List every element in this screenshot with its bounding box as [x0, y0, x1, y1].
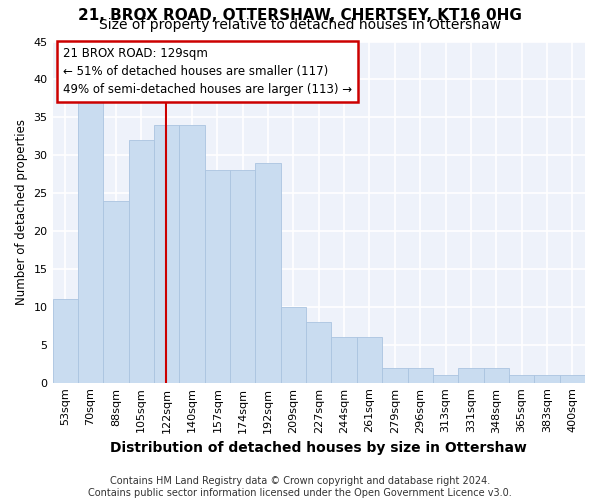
Bar [78, 102, 103, 382]
Bar [560, 375, 585, 382]
Bar [484, 368, 509, 382]
Text: 21, BROX ROAD, OTTERSHAW, CHERTSEY, KT16 0HG: 21, BROX ROAD, OTTERSHAW, CHERTSEY, KT16… [78, 8, 522, 22]
Bar [407, 368, 433, 382]
Bar [128, 140, 154, 382]
Bar [509, 375, 534, 382]
Text: Size of property relative to detached houses in Ottershaw: Size of property relative to detached ho… [99, 18, 501, 32]
Bar [154, 125, 179, 382]
Bar [256, 163, 281, 382]
Bar [205, 170, 230, 382]
Bar [534, 375, 560, 382]
Text: Contains HM Land Registry data © Crown copyright and database right 2024.
Contai: Contains HM Land Registry data © Crown c… [88, 476, 512, 498]
Bar [331, 337, 357, 382]
Bar [306, 322, 331, 382]
Bar [382, 368, 407, 382]
Bar [53, 300, 78, 382]
Bar [179, 125, 205, 382]
Bar [433, 375, 458, 382]
X-axis label: Distribution of detached houses by size in Ottershaw: Distribution of detached houses by size … [110, 441, 527, 455]
Bar [357, 337, 382, 382]
Bar [230, 170, 256, 382]
Y-axis label: Number of detached properties: Number of detached properties [15, 119, 28, 305]
Bar [458, 368, 484, 382]
Bar [281, 307, 306, 382]
Bar [103, 200, 128, 382]
Text: 21 BROX ROAD: 129sqm
← 51% of detached houses are smaller (117)
49% of semi-deta: 21 BROX ROAD: 129sqm ← 51% of detached h… [63, 46, 352, 96]
